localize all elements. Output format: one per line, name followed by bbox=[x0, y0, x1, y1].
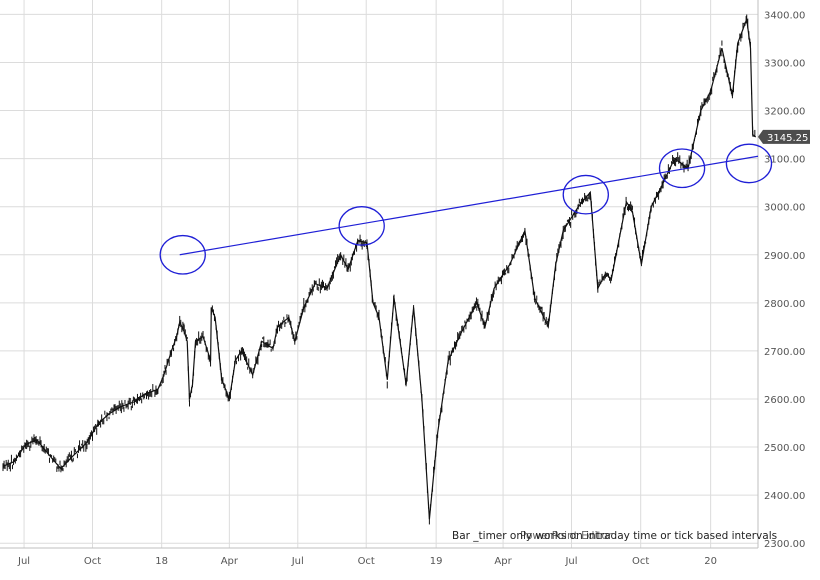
price-series-layer bbox=[2, 14, 757, 525]
trendline bbox=[179, 155, 759, 256]
y-tick-label: 2400.00 bbox=[764, 491, 805, 502]
x-tick-label: Oct bbox=[84, 556, 101, 567]
y-tick-label: 2300.00 bbox=[764, 539, 805, 550]
x-tick-label: 19 bbox=[430, 556, 443, 567]
y-tick-label: 3100.00 bbox=[764, 155, 805, 166]
y-tick-label: 2600.00 bbox=[764, 395, 805, 406]
price-close-line bbox=[2, 18, 757, 520]
x-tick-label: Oct bbox=[358, 556, 375, 567]
highlight-ellipse bbox=[338, 206, 385, 246]
last-price-badge bbox=[758, 129, 810, 144]
annotation-text: Bar _timer only works on intraday time o… bbox=[452, 530, 777, 542]
highlight-ellipse bbox=[725, 143, 773, 184]
y-tick-label: 2500.00 bbox=[764, 443, 805, 454]
highlight-ellipse bbox=[562, 174, 610, 215]
y-tick-label: 2800.00 bbox=[764, 299, 805, 310]
axis-layer: 2300.00 2400.00 2500.00 2600.00 2700.00 2800.… bbox=[0, 0, 805, 567]
annotation-overlay-text: PowerPoint Editor bbox=[520, 530, 613, 542]
x-tick-label: Jul bbox=[291, 556, 304, 567]
highlight-ellipse bbox=[159, 234, 206, 275]
x-tick-label: 20 bbox=[704, 556, 717, 567]
y-tick-label: 2900.00 bbox=[764, 251, 805, 262]
y-tick-label: 3400.00 bbox=[764, 10, 805, 21]
x-tick-label: Apr bbox=[494, 556, 512, 567]
label-layer: 3145.25 bbox=[758, 129, 810, 144]
y-tick-label: 3300.00 bbox=[764, 58, 805, 69]
y-tick-label: 2700.00 bbox=[764, 347, 805, 358]
drawing-overlay-layer bbox=[159, 143, 773, 275]
y-tick-label: 3000.00 bbox=[764, 203, 805, 214]
x-tick-label: Apr bbox=[221, 556, 239, 567]
x-tick-label: Oct bbox=[632, 556, 649, 567]
highlight-ellipse bbox=[658, 148, 706, 189]
x-tick-label: Jul bbox=[17, 556, 30, 567]
x-tick-label: Jul bbox=[564, 556, 577, 567]
x-tick-label: 18 bbox=[155, 556, 168, 567]
y-tick-label: 3200.00 bbox=[764, 107, 805, 118]
grid-layer bbox=[0, 0, 758, 548]
last-price-label: 3145.25 bbox=[767, 133, 808, 144]
